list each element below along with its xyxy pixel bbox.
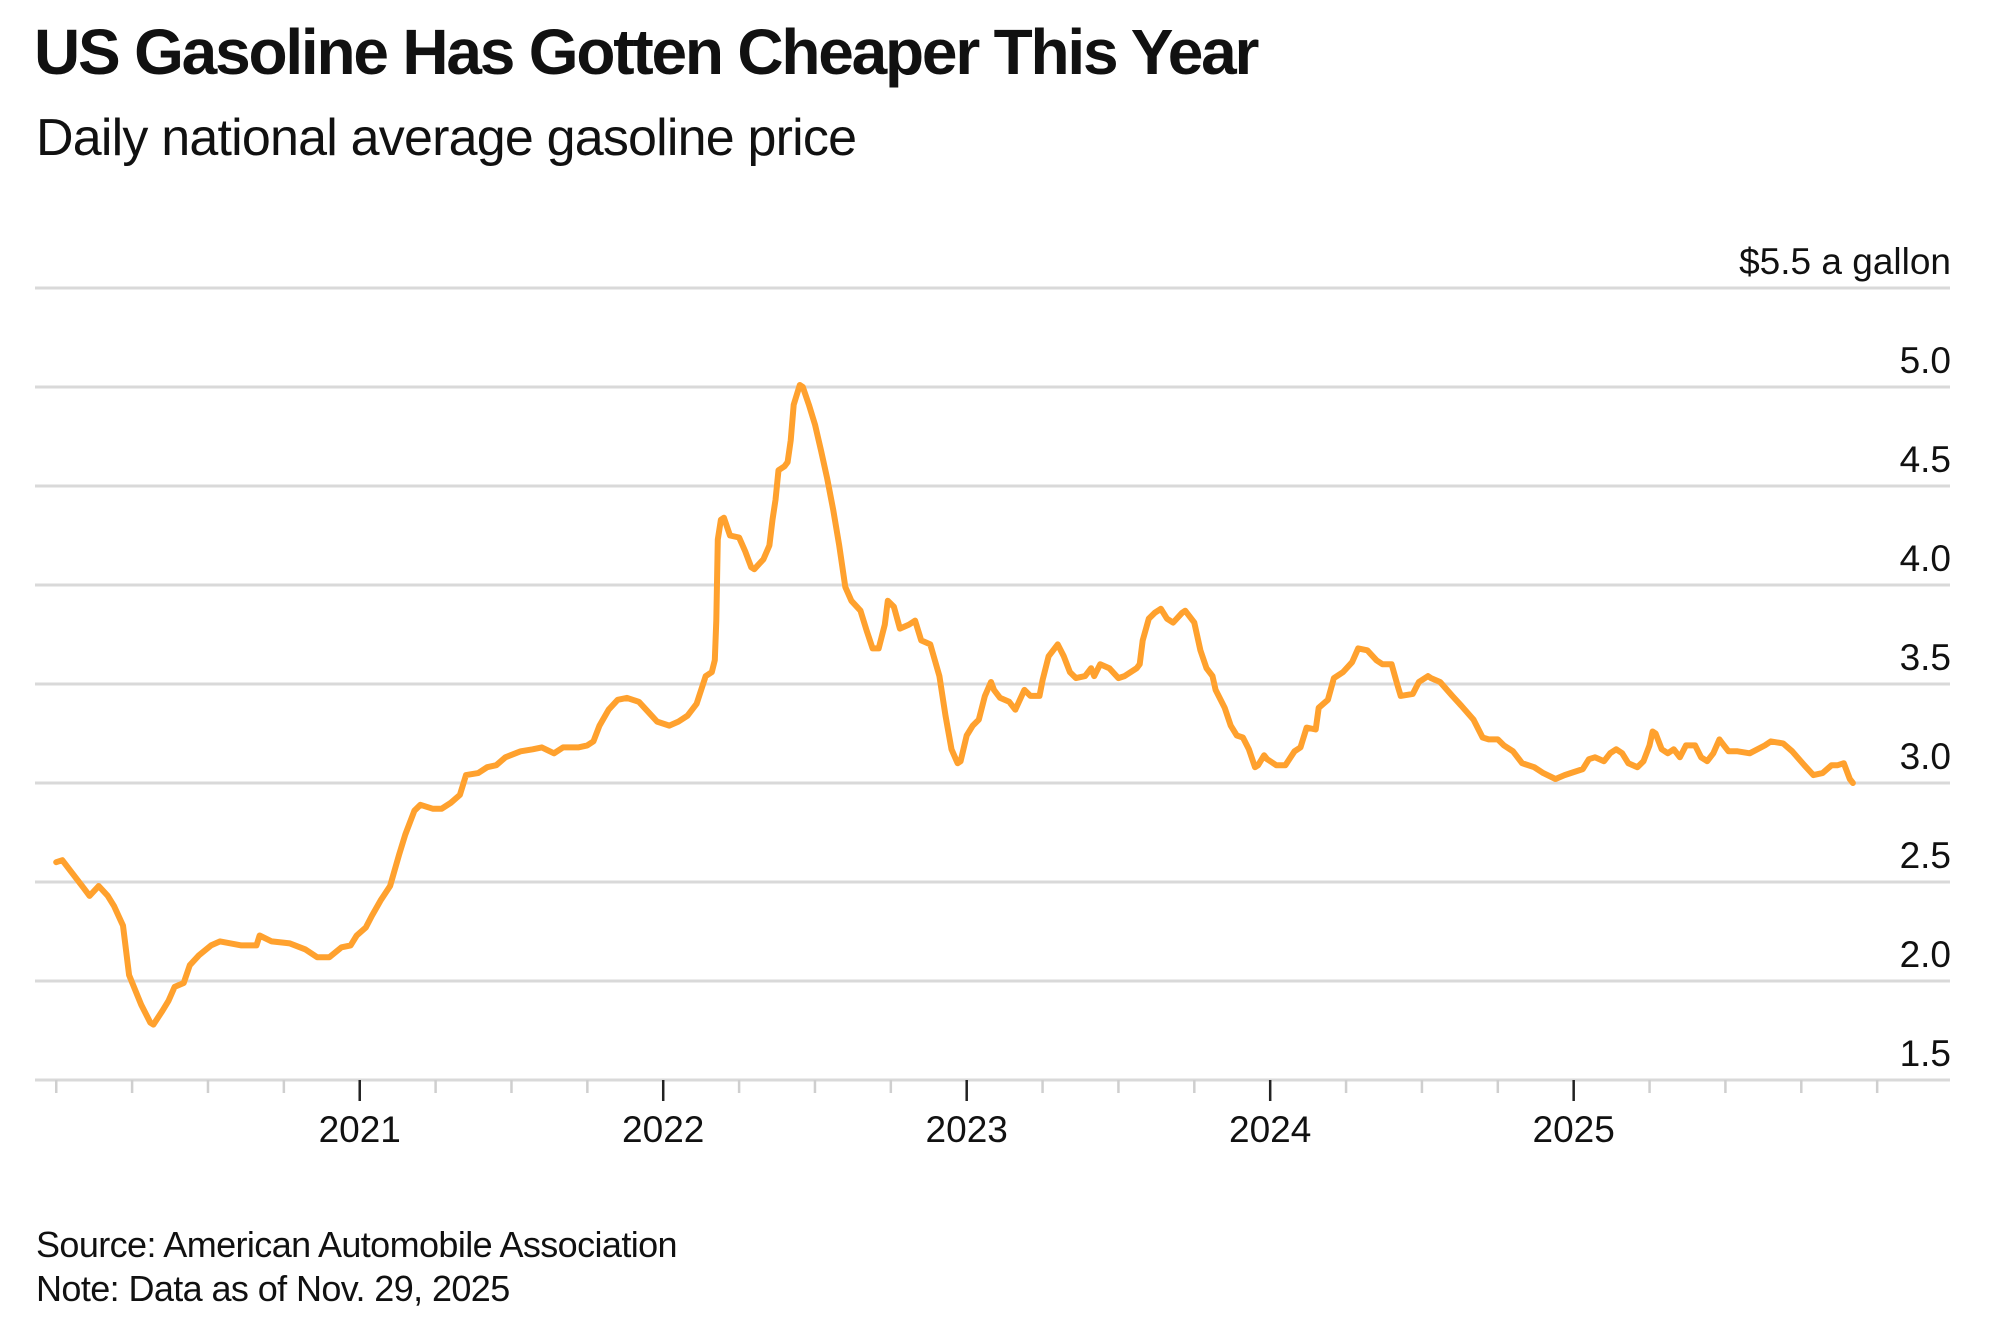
y-tick-label: 4.5	[1900, 439, 1951, 480]
x-axis: 2021 2022 2023 2024 2025	[35, 1078, 1950, 1150]
price-line	[53, 382, 1856, 1028]
y-tick-label: 2.5	[1900, 835, 1951, 876]
x-tick-label: 2025	[1533, 1109, 1615, 1150]
gridlines	[35, 286, 1950, 983]
chart-title: US Gasoline Has Gotten Cheaper This Year	[34, 16, 1259, 88]
x-tick-label: 2023	[926, 1109, 1008, 1150]
y-tick-label: 2.0	[1900, 934, 1951, 975]
source-note: Source: American Automobile Association	[36, 1224, 678, 1265]
y-tick-label: 3.0	[1900, 736, 1951, 777]
y-tick-label: 3.5	[1900, 637, 1951, 678]
y-tick-label: 1.5	[1900, 1033, 1951, 1074]
y-tick-label: 4.0	[1900, 538, 1951, 579]
chart-subtitle: Daily national average gasoline price	[36, 109, 857, 167]
data-note: Note: Data as of Nov. 29, 2025	[36, 1268, 510, 1309]
x-tick-label: 2022	[622, 1109, 704, 1150]
y-tick-label: $5.5 a gallon	[1739, 241, 1951, 282]
series-layer	[53, 382, 1856, 1028]
x-tick-label: 2024	[1229, 1109, 1311, 1150]
y-axis-labels: 1.5 2.0 2.5 3.0 3.5 4.0 4.5 5.0 $5.5 a gallon	[1739, 241, 1951, 1074]
y-tick-label: 5.0	[1900, 340, 1951, 381]
x-tick-label: 2021	[319, 1109, 401, 1150]
